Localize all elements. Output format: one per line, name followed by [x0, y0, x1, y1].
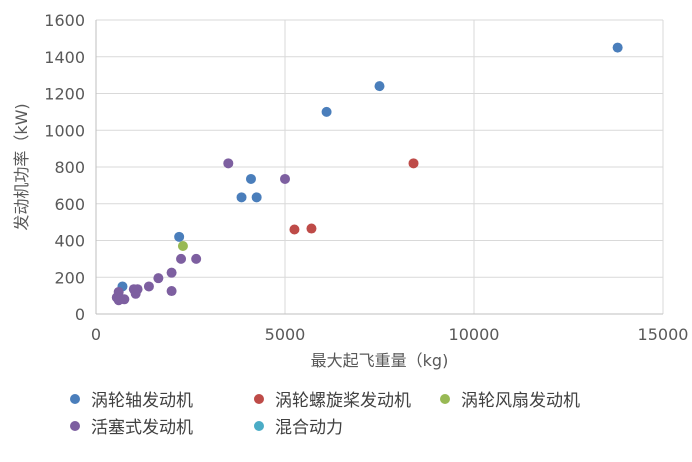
legend-label: 涡轮轴发动机: [91, 391, 193, 411]
data-point: [289, 224, 300, 235]
series-涡轮轴发动机: [117, 42, 623, 292]
x-axis-title: 最大起飞重量（kg): [311, 351, 449, 370]
x-tick-label: 10000: [449, 325, 500, 344]
data-point: [612, 42, 623, 53]
data-point: [119, 294, 130, 305]
data-point: [251, 192, 262, 203]
gridlines: [96, 19, 664, 314]
data-point: [176, 253, 187, 264]
legend-label: 活塞式发动机: [91, 418, 193, 438]
data-point: [306, 223, 317, 234]
legend-marker: [70, 393, 80, 404]
y-tick-label: 1400: [44, 48, 85, 67]
y-tick-label: 1600: [44, 11, 85, 30]
data-point: [321, 106, 332, 117]
legend-label: 涡轮螺旋桨发动机: [275, 391, 411, 411]
series-涡轮风扇发动机: [177, 241, 188, 252]
data-point: [374, 81, 385, 92]
data-point: [236, 192, 247, 203]
legend-label: 涡轮风扇发动机: [461, 391, 580, 411]
y-tick-label: 600: [54, 195, 85, 214]
legend-marker: [254, 393, 264, 404]
y-tick-label: 1200: [44, 85, 85, 104]
legend-marker: [440, 393, 450, 404]
x-tick-label: 0: [91, 325, 101, 344]
series-涡轮螺旋桨发动机: [289, 158, 419, 235]
legend-item: 活塞式发动机: [70, 413, 193, 438]
data-point: [177, 241, 188, 252]
data-point: [130, 288, 141, 299]
y-tick-label: 0: [75, 305, 85, 324]
legend-item: 混合动力: [254, 413, 343, 438]
data-point: [245, 173, 256, 184]
y-tick-label: 400: [54, 232, 85, 251]
legend-marker: [254, 420, 264, 431]
data-point: [191, 253, 202, 264]
y-tick-label: 200: [54, 268, 85, 287]
data-point: [408, 158, 419, 169]
data-point: [280, 173, 290, 184]
data-point: [166, 286, 177, 297]
legend-item: 涡轮轴发动机: [70, 386, 193, 411]
data-point: [166, 267, 177, 278]
y-tick-label: 1000: [44, 121, 85, 140]
x-tick-label: 15000: [638, 325, 689, 344]
data-point: [153, 273, 164, 284]
data-point: [143, 281, 154, 292]
data-point: [174, 231, 185, 242]
x-tick-label: 5000: [265, 325, 306, 344]
legend-label: 混合动力: [275, 418, 343, 438]
series-活塞式发动机: [111, 158, 290, 306]
y-tick-label: 800: [54, 158, 85, 177]
legend-item: 涡轮风扇发动机: [440, 386, 580, 411]
y-axis-title: 发动机功率（kW): [12, 103, 31, 230]
legend-marker: [70, 420, 80, 431]
data-point: [223, 158, 234, 169]
legend-item: 涡轮螺旋桨发动机: [254, 386, 411, 411]
